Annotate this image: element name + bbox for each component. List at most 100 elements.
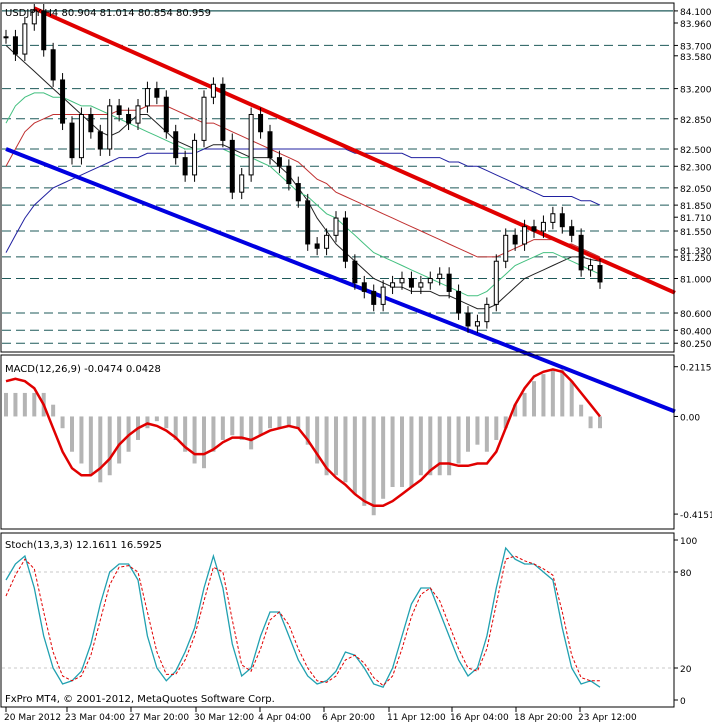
macd-histogram-bar [51, 404, 56, 417]
macd-pane: 0.2115 0.00 -0.4151 MACD(12,26,9) -0.0474 … [0, 354, 712, 530]
macd-histogram-bar [428, 416, 433, 476]
macd-histogram-bar [117, 416, 122, 464]
macd-histogram-bar [192, 416, 197, 464]
candle-body [220, 83, 226, 141]
stoch-tick-label: 20 [680, 665, 692, 675]
time-axis: 20 Mar 2012 23 Mar 04:00 27 Mar 20:00 30 Ma… [4, 707, 637, 723]
macd-histogram-bar [494, 416, 499, 440]
macd-histogram-bar [211, 416, 216, 452]
macd-histogram-bar [418, 416, 423, 476]
macd-tick-label: 0.00 [680, 413, 700, 423]
time-tick-label: 23 Mar 04:00 [65, 713, 125, 723]
candle-body [107, 105, 113, 150]
macd-histogram-bar [22, 392, 27, 417]
macd-histogram-bar [475, 416, 480, 445]
time-tick-label: 27 Mar 20:00 [129, 713, 189, 723]
price-tick-label: 81.850 [680, 202, 712, 212]
candle-body [50, 49, 56, 81]
macd-tick-label: -0.4151 [680, 511, 712, 521]
price-tick-label: 82.300 [680, 163, 712, 173]
macd-histogram-bar [409, 416, 414, 488]
price-tick-label: 80.600 [680, 310, 712, 320]
footer-copyright: FxPro MT4, © 2001-2012, MetaQuotes Softw… [5, 694, 275, 705]
price-tick-label: 81.550 [680, 228, 712, 238]
macd-histogram-bar [154, 416, 159, 422]
candle-body [371, 290, 377, 305]
candle-body [540, 221, 546, 232]
trendline-resistance [33, 6, 676, 295]
stoch-signal-line [5, 555, 600, 687]
price-tick-label: 81.000 [680, 275, 712, 285]
candle-body [163, 96, 169, 133]
macd-histogram-bar [277, 416, 282, 429]
candle-body [276, 157, 282, 167]
candle-body [578, 234, 584, 271]
candle-body [588, 265, 594, 271]
candle-body [390, 282, 396, 288]
candle-body [182, 157, 188, 176]
macd-histogram-bar [588, 416, 593, 429]
candle-body [78, 113, 84, 159]
candle-body [597, 265, 603, 283]
macd-histogram-bar [362, 416, 367, 506]
candle-body [144, 88, 150, 107]
macd-tick-label: 0.2115 [680, 364, 712, 374]
candle-body [192, 139, 198, 176]
candle-body [267, 131, 273, 159]
macd-histogram-bar [334, 416, 338, 476]
candle-body [248, 113, 254, 176]
macd-histogram-bar [456, 416, 461, 464]
macd-histogram-bar [173, 416, 178, 440]
candle-body [239, 174, 245, 193]
time-tick-label: 6 Apr 20:00 [322, 713, 375, 723]
price-tick-label: 83.960 [680, 20, 712, 30]
candle-body [154, 88, 160, 98]
price-tick-label: 82.050 [680, 185, 712, 195]
candle-body [531, 226, 537, 232]
candle-body [258, 113, 264, 133]
stoch-tick-label: 0 [680, 697, 686, 707]
macd-histogram-bar [107, 416, 112, 476]
candle-body [361, 282, 367, 292]
candle-body [88, 113, 94, 133]
macd-histogram-bar [4, 392, 8, 417]
macd-histogram-bar [60, 416, 65, 429]
candle-body [465, 312, 471, 327]
macd-header: MACD(12,26,9) -0.0474 0.0428 [5, 364, 161, 375]
candle-body [559, 213, 565, 228]
macd-signal-line [5, 368, 601, 508]
macd-histogram-bar [541, 374, 546, 417]
macd-histogram-bar [296, 416, 301, 429]
macd-histogram-bar [324, 416, 329, 476]
macd-histogram-bar [522, 392, 527, 417]
macd-histogram-bar [560, 369, 565, 417]
macd-histogram-bar [579, 404, 584, 417]
macd-histogram-bar [79, 416, 84, 464]
candle-body [522, 226, 528, 245]
macd-histogram-bar [164, 416, 169, 429]
candle-body [437, 273, 443, 279]
macd-histogram-bar [513, 404, 518, 417]
candle-body [97, 131, 103, 150]
ma-blue [5, 148, 601, 253]
macd-histogram-bar [98, 416, 103, 483]
macd-histogram-bar [183, 416, 188, 452]
macd-histogram-bar [371, 416, 376, 516]
macd-histogram-bar [550, 369, 555, 417]
stoch-main-line [5, 546, 601, 688]
candle-body [352, 260, 358, 284]
macd-histogram-bar [249, 416, 254, 450]
price-tick-label: 83.200 [680, 86, 712, 96]
time-tick-label: 11 Apr 12:00 [387, 713, 446, 723]
candle-body [295, 183, 301, 202]
macd-histogram-bar [239, 416, 244, 440]
time-tick-label: 18 Apr 20:00 [514, 713, 573, 723]
macd-histogram-bar [286, 416, 291, 426]
candle-body [456, 290, 462, 314]
candle-body [484, 303, 490, 323]
candle-body [31, 10, 37, 25]
candle-body [427, 277, 433, 284]
candle-body [446, 273, 452, 292]
macd-histogram-bar [268, 416, 272, 429]
